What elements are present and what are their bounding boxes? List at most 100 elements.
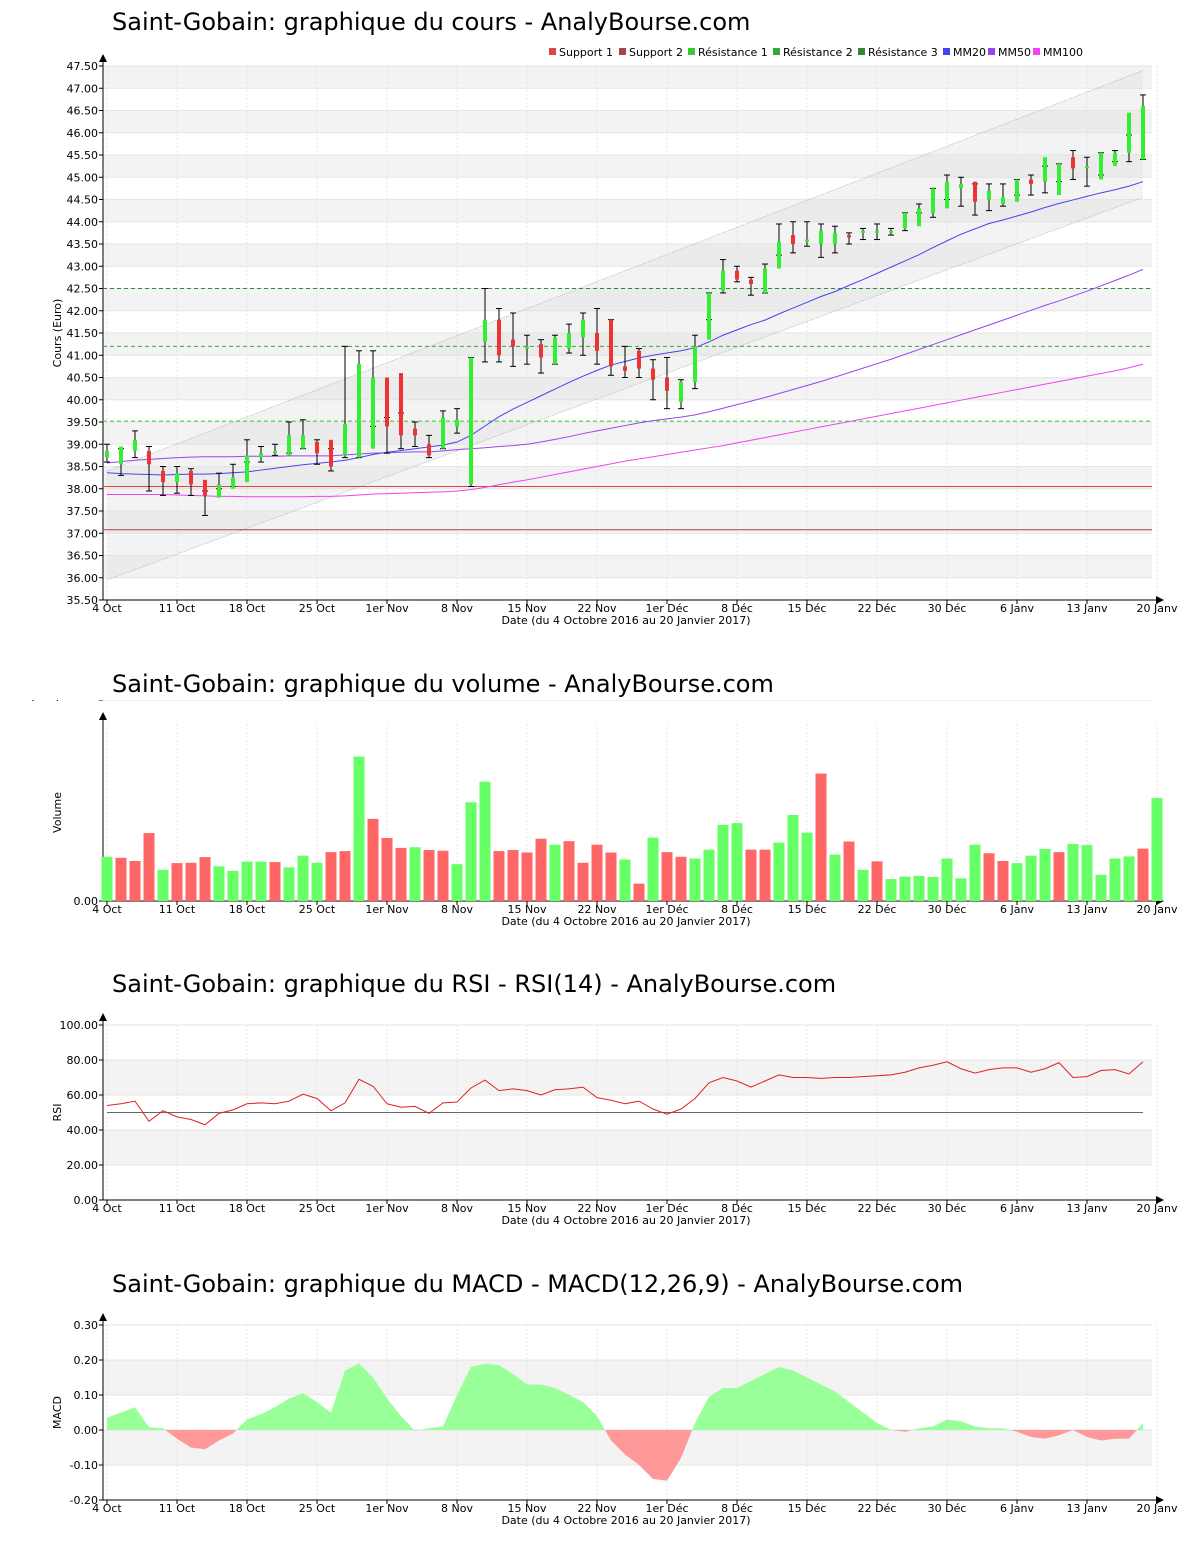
volume-bar [619, 859, 631, 901]
macd-area [1003, 1428, 1010, 1430]
volume-bar [591, 844, 603, 901]
price-ytick-label: 37.50 [67, 505, 99, 518]
volume-xtick-label: 13 Janv [1067, 903, 1108, 916]
legend-swatch-mm20 [943, 48, 950, 55]
volume-bar [801, 832, 813, 901]
price-ytick-label: 41.00 [67, 349, 99, 362]
candle-body [399, 373, 403, 436]
price-band [103, 244, 1152, 267]
price-band [103, 466, 1152, 489]
volume-bar [689, 858, 701, 901]
macd-area [289, 1393, 303, 1430]
line-mm100 [107, 363, 1144, 498]
volume-bar [409, 847, 421, 901]
rsi-xtick-label: 6 Janv [1000, 1202, 1034, 1215]
candle [118, 446, 124, 476]
candle [1070, 150, 1076, 180]
macd-area [583, 1402, 597, 1430]
price-xtick-label: 6 Janv [1000, 602, 1034, 615]
rsi-xaxis-arrow [1156, 1196, 1164, 1204]
candle [552, 334, 558, 365]
price-series [103, 70, 1152, 581]
volume-bar [437, 850, 449, 901]
macd-ytick-label: -0.20 [70, 1494, 98, 1507]
price-ytick-label: 39.50 [67, 416, 99, 429]
legend-resist2: Résistance 2 [783, 46, 853, 59]
volume-xtick-label: 22 Déc [858, 903, 897, 916]
macd-area [1115, 1430, 1129, 1439]
macd-xtick-label: 4 Oct [92, 1502, 122, 1515]
volume-bar [885, 879, 897, 901]
macd-area [681, 1430, 693, 1458]
rsi-xtick-label: 15 Déc [788, 1202, 827, 1215]
macd-yaxis-arrow [99, 1313, 107, 1321]
candle-body [385, 377, 389, 427]
candle [580, 312, 586, 356]
candle [426, 434, 432, 459]
candle-body [707, 292, 711, 340]
macd-chart-title: Saint-Gobain: graphique du MACD - MACD(1… [112, 1270, 964, 1298]
volume-bar [717, 824, 729, 901]
candle [888, 227, 894, 236]
macd-area [1101, 1430, 1115, 1441]
volume-bar [507, 850, 519, 901]
volume-xtick-label: 15 Nov [508, 903, 547, 916]
price-ytick-label: 36.00 [67, 572, 99, 585]
candle-body [161, 470, 165, 483]
rsi-xtick-label: 15 Nov [508, 1202, 547, 1215]
candle-body [483, 319, 487, 342]
candle [524, 334, 530, 365]
volume-bar [745, 849, 757, 901]
volume-bar [269, 862, 281, 901]
macd-chart: -0.20 -0.10 0.00 0.10 0.20 0.30 4 Oct 11 Oct 18 … [51, 1313, 1178, 1527]
volume-bar [633, 883, 645, 901]
candle [622, 345, 628, 378]
volume-bar [675, 856, 687, 901]
volume-bar [941, 858, 953, 901]
candle [678, 379, 684, 410]
volume-xtick-label: 20 Janv [1137, 903, 1178, 916]
candle-body [1043, 157, 1047, 182]
candle [104, 443, 110, 463]
macd-area [555, 1388, 569, 1430]
macd-area [1031, 1430, 1045, 1439]
price-band [103, 555, 1152, 578]
macd-area [975, 1426, 989, 1430]
volume-bar [171, 863, 183, 901]
price-band [103, 199, 1152, 222]
volume-bar [423, 850, 435, 901]
trend-channel-lower [106, 196, 1144, 581]
trend-channel-fill [107, 70, 1143, 580]
candle-body [1099, 152, 1103, 180]
volume-bar [367, 818, 379, 901]
candle [1126, 112, 1132, 163]
rsi-xtick-label: 1er Nov [365, 1202, 409, 1215]
candle-body [371, 377, 375, 449]
candle-body [777, 241, 781, 269]
macd-xtick-label: 6 Janv [1000, 1502, 1034, 1515]
volume-ytick-label: 1,000,000.00 [25, 700, 98, 703]
rsi-xtick-label: 18 Oct [229, 1202, 266, 1215]
rsi-xtick-label: 25 Oct [299, 1202, 336, 1215]
candle-body [1113, 152, 1117, 167]
volume-bar [129, 860, 141, 901]
price-frame: 35.50 36.00 36.50 37.00 37.50 38.00 38.50 39.00… [51, 54, 1178, 627]
candle-body [301, 435, 305, 449]
volume-bar [143, 833, 155, 901]
volume-xtick-label: 15 Déc [788, 903, 827, 916]
macd-area [835, 1391, 849, 1430]
rsi-band [103, 1130, 1152, 1165]
price-xtick-label: 15 Nov [508, 602, 547, 615]
legend-mm20: MM20 [953, 46, 986, 59]
price-ytick-label: 47.00 [67, 82, 99, 95]
candle [1098, 152, 1104, 180]
candle-body [959, 183, 963, 189]
volume-xtick-label: 18 Oct [229, 903, 266, 916]
price-ytick-label: 45.00 [67, 171, 99, 184]
price-xtick-label: 18 Oct [229, 602, 266, 615]
price-ytick-label: 43.00 [67, 260, 99, 273]
price-xtick-label: 11 Oct [159, 602, 196, 615]
macd-area [723, 1388, 737, 1430]
candle [510, 312, 516, 367]
macd-ytick-label: 0.10 [74, 1389, 99, 1402]
